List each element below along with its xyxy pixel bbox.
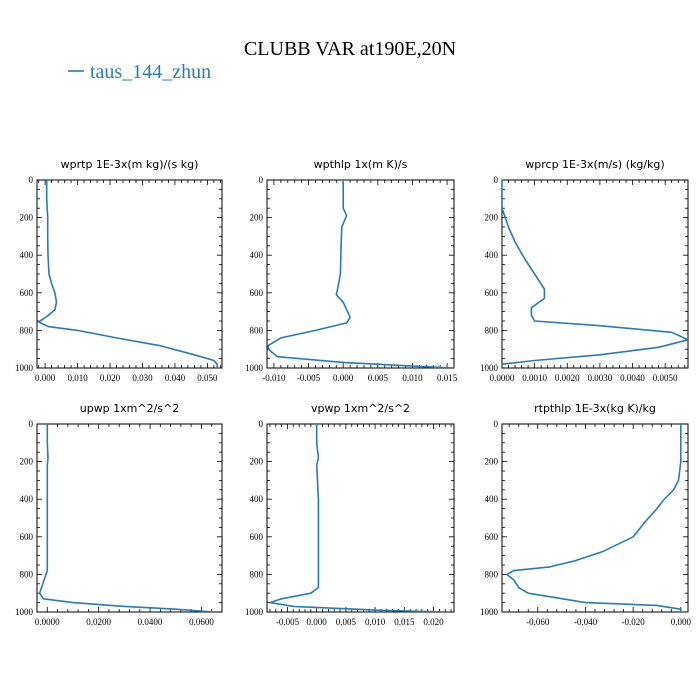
y-tick-label: 400 <box>250 250 264 260</box>
series-line <box>267 180 454 368</box>
x-tick-label: -0.040 <box>574 617 598 627</box>
x-tick-label: 0.015 <box>394 617 415 627</box>
series-line <box>502 180 688 365</box>
y-tick-label: 800 <box>20 325 34 335</box>
legend: taus_144_zhun <box>68 61 211 83</box>
x-tick-label: 0.005 <box>368 373 389 383</box>
panel-2: wpthlp 1x(m K)/s 0 200 400 600 800 1000-0.010 -… <box>245 158 458 383</box>
y-tick-label: 200 <box>20 213 34 223</box>
x-tick-label: -0.060 <box>526 617 550 627</box>
series-line <box>37 180 218 368</box>
series-line <box>269 424 446 612</box>
series-line <box>38 424 215 612</box>
x-tick-label: 0.050 <box>197 373 218 383</box>
y-tick-label: 600 <box>20 288 34 298</box>
x-tick-label: 0.0040 <box>620 373 645 383</box>
panel-3: wprcp 1E-3x(m/s) (kg/kg) 0 200 400 600 800 100… <box>480 158 689 383</box>
y-tick-label: 400 <box>485 494 499 504</box>
x-tick-label: -0.020 <box>622 617 646 627</box>
x-tick-label: 0.000 <box>333 373 354 383</box>
y-tick-label: 0 <box>259 175 264 185</box>
x-tick-label: 0.0020 <box>555 373 580 383</box>
y-tick-label: 800 <box>20 569 34 579</box>
plot-frame <box>266 179 455 369</box>
y-tick-label: 0 <box>29 175 34 185</box>
legend-entry-label: taus_144_zhun <box>90 61 211 83</box>
y-tick-label: 600 <box>250 288 264 298</box>
x-tick-label: 0.005 <box>336 617 357 627</box>
panel-title: wprtp 1E-3x(m kg)/(s kg) <box>61 158 199 171</box>
x-tick-label: 0.0200 <box>86 617 111 627</box>
x-tick-label: 0.020 <box>423 617 444 627</box>
x-tick-label: 0.000 <box>671 617 692 627</box>
y-tick-label: 800 <box>485 569 499 579</box>
panel-title: wprcp 1E-3x(m/s) (kg/kg) <box>525 158 664 171</box>
y-tick-label: 200 <box>250 213 264 223</box>
y-tick-label: 1000 <box>245 363 264 373</box>
x-tick-label: -0.010 <box>262 373 286 383</box>
x-tick-label: -0.005 <box>276 617 300 627</box>
y-tick-label: 600 <box>250 532 264 542</box>
y-tick-label: 0 <box>29 419 34 429</box>
panel-6: rtpthlp 1E-3x(kg K)/kg 0 200 400 600 800 1000 -… <box>480 402 691 627</box>
x-tick-label: 0.0600 <box>189 617 214 627</box>
x-tick-label: -0.005 <box>297 373 321 383</box>
y-tick-label: 800 <box>250 569 264 579</box>
plot-frame <box>36 423 223 613</box>
y-tick-label: 400 <box>20 250 34 260</box>
y-tick-label: 0 <box>494 175 499 185</box>
y-tick-label: 0 <box>494 419 499 429</box>
y-tick-label: 600 <box>20 532 34 542</box>
y-tick-label: 600 <box>485 532 499 542</box>
y-tick-label: 600 <box>485 288 499 298</box>
panel-title: vpwp 1xm^2/s^2 <box>311 402 410 415</box>
x-tick-label: 0.010 <box>402 373 423 383</box>
panel-1: wprtp 1E-3x(m kg)/(s kg) 0 200 400 600 800 100… <box>15 158 223 383</box>
y-tick-label: 400 <box>250 494 264 504</box>
series-line <box>505 424 682 612</box>
x-tick-label: 0.0400 <box>138 617 163 627</box>
panel-5: vpwp 1xm^2/s^2 0 200 400 600 800 1000 -0.005 0.0… <box>245 402 455 627</box>
plot-frame <box>501 423 689 613</box>
figure-title: CLUBB VAR at190E,20N <box>244 38 456 60</box>
panel-title: wpthlp 1x(m K)/s <box>314 158 408 171</box>
panel-title: rtpthlp 1E-3x(kg K)/kg <box>534 402 656 415</box>
y-tick-label: 1000 <box>245 607 264 617</box>
x-tick-label: 0.0000 <box>490 373 515 383</box>
y-tick-label: 1000 <box>15 607 34 617</box>
x-tick-label: 0.0030 <box>588 373 613 383</box>
x-tick-label: 0.0000 <box>35 617 60 627</box>
x-tick-label: 0.000 <box>35 373 56 383</box>
x-tick-label: 0.030 <box>132 373 153 383</box>
panel-title: upwp 1xm^2/s^2 <box>80 402 180 415</box>
panel-grid: wprtp 1E-3x(m kg)/(s kg) 0 200 400 600 800 100… <box>15 158 691 627</box>
y-tick-label: 400 <box>485 250 499 260</box>
y-tick-label: 1000 <box>15 363 34 373</box>
x-tick-label: 0.0050 <box>653 373 678 383</box>
y-tick-label: 200 <box>20 457 34 467</box>
y-tick-label: 1000 <box>480 607 499 617</box>
x-tick-label: 0.010 <box>67 373 88 383</box>
y-tick-label: 200 <box>485 457 499 467</box>
x-tick-label: 0.0010 <box>522 373 547 383</box>
x-tick-label: 0.020 <box>100 373 121 383</box>
y-tick-label: 200 <box>250 457 264 467</box>
y-tick-label: 1000 <box>480 363 499 373</box>
x-tick-label: 0.010 <box>365 617 386 627</box>
y-tick-label: 800 <box>485 325 499 335</box>
x-tick-label: 0.015 <box>437 373 458 383</box>
x-tick-label: 0.040 <box>165 373 186 383</box>
y-tick-label: 0 <box>259 419 264 429</box>
y-tick-label: 400 <box>20 494 34 504</box>
y-tick-label: 800 <box>250 325 264 335</box>
y-tick-label: 200 <box>485 213 499 223</box>
x-tick-label: 0.000 <box>307 617 328 627</box>
plot-frame <box>501 179 689 369</box>
plot-frame <box>266 423 455 613</box>
